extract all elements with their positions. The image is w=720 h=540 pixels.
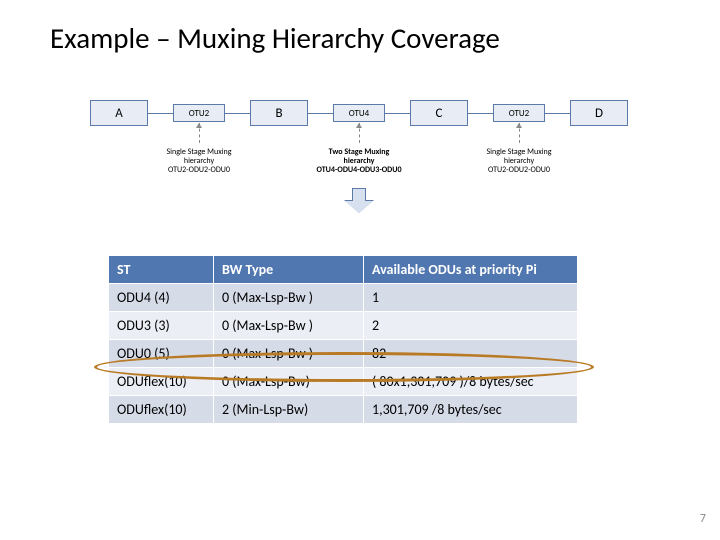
- node-b: B: [250, 100, 308, 126]
- cell: 1,301,709 /8 bytes/sec: [364, 396, 578, 424]
- caption-line: OTU4-ODU4-ODU3-ODU0: [304, 166, 414, 175]
- page-number: 7: [700, 512, 706, 526]
- cell: 2 (Min-Lsp-Bw): [214, 396, 364, 424]
- hierarchy-caption: Two Stage Muxing hierarchy OTU4-ODU4-ODU…: [304, 148, 414, 174]
- link-label: OTU2: [509, 108, 529, 119]
- slide-title: Example – Muxing Hierarchy Coverage: [50, 20, 500, 56]
- table-row: ODU3 (3) 0 (Max-Lsp-Bw ) 2: [109, 312, 578, 340]
- col-available: Available ODUs at priority Pi: [364, 256, 578, 284]
- slide: Example – Muxing Hierarchy Coverage A B …: [0, 0, 720, 540]
- cell: ODUflex(10): [109, 396, 214, 424]
- link-otu2: OTU2: [493, 104, 545, 122]
- cell: ODU3 (3): [109, 312, 214, 340]
- link-otu4: OTU4: [333, 104, 385, 122]
- table-header-row: ST BW Type Available ODUs at priority Pi: [109, 256, 578, 284]
- node-a: A: [90, 100, 148, 126]
- caption-line: OTU2-ODU2-ODU0: [464, 166, 574, 175]
- hierarchy-caption: Single Stage Muxing hierarchy OTU2-ODU2-…: [464, 148, 574, 174]
- caption-line: OTU2-ODU2-ODU0: [144, 166, 254, 175]
- link-label: OTU2: [189, 108, 209, 119]
- cell: 1: [364, 284, 578, 312]
- muxing-diagram: A B C D OTU2 OTU4 OTU2 Single Stage Muxi…: [90, 90, 630, 220]
- link-label: OTU4: [349, 108, 369, 119]
- arrowhead-icon: [356, 123, 362, 128]
- col-bw-type: BW Type: [214, 256, 364, 284]
- highlight-ellipse: [94, 352, 594, 382]
- cell: 0 (Max-Lsp-Bw ): [214, 312, 364, 340]
- col-st: ST: [109, 256, 214, 284]
- arrowhead-icon: [196, 123, 202, 128]
- node-label: D: [595, 106, 603, 121]
- node-label: A: [115, 106, 123, 121]
- node-label: C: [436, 106, 443, 121]
- node-d: D: [570, 100, 628, 126]
- hierarchy-caption: Single Stage Muxing hierarchy OTU2-ODU2-…: [144, 148, 254, 174]
- node-c: C: [410, 100, 468, 126]
- node-label: B: [275, 106, 282, 121]
- cell: 0 (Max-Lsp-Bw ): [214, 284, 364, 312]
- odu-table: ST BW Type Available ODUs at priority Pi…: [108, 255, 578, 424]
- arrowhead-icon: [516, 123, 522, 128]
- cell: 2: [364, 312, 578, 340]
- table-row: ODU4 (4) 0 (Max-Lsp-Bw ) 1: [109, 284, 578, 312]
- cell: ODU4 (4): [109, 284, 214, 312]
- table-row: ODUflex(10) 2 (Min-Lsp-Bw) 1,301,709 /8 …: [109, 396, 578, 424]
- link-otu2: OTU2: [173, 104, 225, 122]
